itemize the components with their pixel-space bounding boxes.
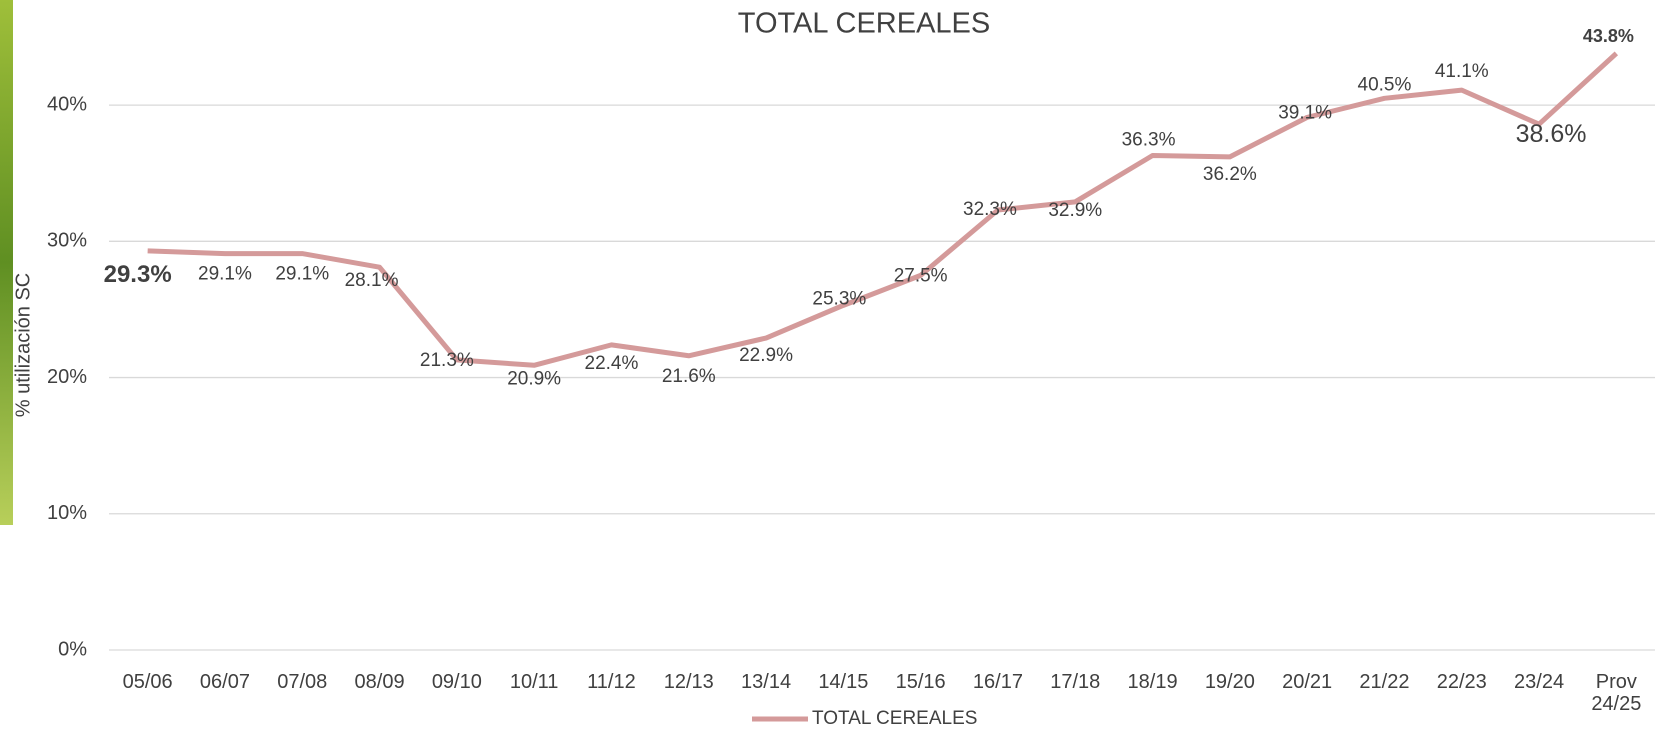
x-tick-label: Prov 24/25 bbox=[1591, 671, 1642, 715]
x-tick-label: 06/07 bbox=[199, 671, 250, 693]
x-tick-label: 21/22 bbox=[1359, 671, 1410, 693]
x-tick-label: 09/10 bbox=[431, 671, 482, 693]
data-label: 21.3% bbox=[420, 350, 474, 371]
data-label: 36.3% bbox=[1122, 130, 1176, 151]
y-tick-label: 40% bbox=[47, 93, 87, 115]
data-label: 22.9% bbox=[739, 345, 793, 366]
y-tick-label: 0% bbox=[58, 638, 87, 660]
data-label: 39.1% bbox=[1278, 102, 1332, 123]
data-label: 32.9% bbox=[1048, 200, 1102, 221]
x-tick-label: 11/12 bbox=[587, 671, 636, 693]
data-label: 20.9% bbox=[507, 368, 561, 389]
x-tick-label: 16/17 bbox=[972, 671, 1023, 693]
x-tick-label: 08/09 bbox=[354, 671, 405, 693]
data-label: 29.3% bbox=[104, 261, 172, 288]
data-label: 36.2% bbox=[1203, 164, 1257, 185]
x-tick-label: 19/20 bbox=[1204, 671, 1255, 693]
x-tick-label: 10/11 bbox=[509, 671, 559, 693]
data-label: 41.1% bbox=[1435, 61, 1489, 82]
x-tick-label: 23/24 bbox=[1514, 671, 1565, 693]
data-label: 29.1% bbox=[198, 264, 252, 285]
x-tick-label: 14/15 bbox=[818, 671, 869, 693]
data-label: 25.3% bbox=[812, 288, 866, 309]
data-label: 32.3% bbox=[963, 199, 1017, 220]
legend-label: TOTAL CEREALES bbox=[812, 708, 977, 729]
x-tick-label: 05/06 bbox=[122, 671, 173, 693]
x-tick-label: 18/19 bbox=[1127, 671, 1178, 693]
data-label: 38.6% bbox=[1516, 120, 1587, 148]
x-tick-label: 15/16 bbox=[895, 671, 946, 693]
x-tick-label: 12/13 bbox=[663, 671, 714, 693]
x-tick-label: 20/21 bbox=[1282, 671, 1333, 693]
y-tick-label: 10% bbox=[47, 502, 87, 524]
y-tick-label: 30% bbox=[47, 230, 87, 252]
background-strip bbox=[0, 0, 13, 525]
chart-title: TOTAL CEREALES bbox=[738, 8, 991, 40]
x-tick-label: 13/14 bbox=[741, 671, 792, 693]
data-line bbox=[147, 51, 1619, 368]
data-label: 28.1% bbox=[345, 270, 399, 291]
y-tick-label: 20% bbox=[47, 366, 87, 388]
data-label: 40.5% bbox=[1358, 74, 1412, 95]
x-tick-label: 07/08 bbox=[277, 671, 328, 693]
data-label: 21.6% bbox=[662, 366, 716, 387]
data-label: 27.5% bbox=[894, 265, 948, 286]
x-tick-label: 17/18 bbox=[1050, 671, 1101, 693]
data-label: 43.8% bbox=[1583, 26, 1634, 46]
y-axis-label: % utilización SC bbox=[12, 273, 34, 418]
x-tick-label: 22/23 bbox=[1436, 671, 1487, 693]
data-label: 29.1% bbox=[275, 264, 329, 285]
data-label: 22.4% bbox=[585, 353, 639, 374]
